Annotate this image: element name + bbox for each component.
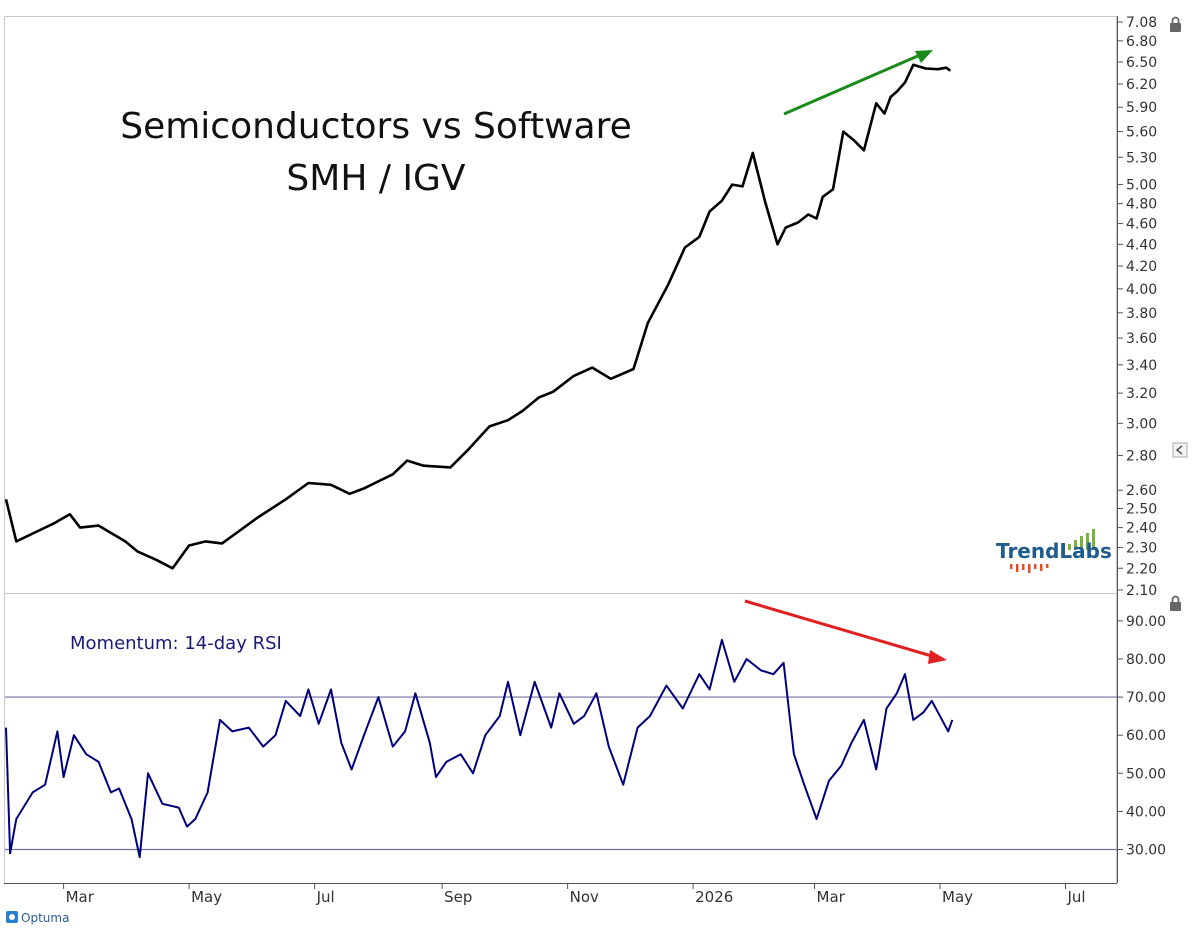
price-tick-label: 4.40 (1126, 237, 1157, 253)
price-tick-label: 5.90 (1126, 100, 1157, 116)
price-tick-label: 4.60 (1126, 217, 1157, 233)
downtrend-arrow (744, 599, 947, 664)
price-tick-label: 5.60 (1126, 125, 1157, 141)
price-tick-label: 3.40 (1126, 358, 1157, 374)
price-tick-label: 2.50 (1126, 502, 1157, 518)
price-tick-label: 3.60 (1126, 331, 1157, 347)
rsi-axis-ticks: 90.00 80.00 70.00 60.00 50.00 40.00 30.00 (1117, 614, 1166, 859)
price-tick-label: 3.20 (1126, 386, 1157, 402)
uptrend-arrow (783, 50, 933, 116)
price-tick-label: 5.30 (1126, 150, 1157, 166)
rsi-tick-label: 90.00 (1126, 614, 1166, 630)
price-tick-label: 7.08 (1126, 15, 1157, 31)
date-tick-label: 2026 (695, 888, 733, 906)
date-tick-label: May (191, 888, 222, 906)
rsi-tick-label: 40.00 (1126, 804, 1166, 820)
date-tick-label: Nov (570, 888, 599, 906)
rsi-tick-label: 30.00 (1126, 843, 1166, 859)
series-group (4, 63, 954, 859)
price-tick-label: 3.00 (1126, 416, 1157, 432)
chart-title: Semiconductors vs Software (120, 106, 632, 147)
lock-icon[interactable] (1170, 16, 1181, 33)
date-tick-label: Sep (444, 888, 472, 906)
date-tick-label: Mar (66, 888, 95, 906)
price-tick-label: 5.00 (1126, 178, 1157, 194)
date-axis-ticks: Mar May Jul Sep Nov 2026 Mar May Jul (63, 883, 1086, 906)
price-tick-label: 4.00 (1126, 282, 1157, 298)
rsi-tick-label: 50.00 (1126, 766, 1166, 782)
rsi-tick-label: 80.00 (1126, 652, 1166, 668)
price-tick-label: 2.20 (1126, 561, 1157, 577)
price-tick-label: 2.10 (1126, 583, 1157, 599)
rsi-tick-label: 60.00 (1126, 728, 1166, 744)
price-tick-label: 4.80 (1126, 197, 1157, 213)
trendlabs-logo: TrendLabs (996, 529, 1112, 573)
date-tick-label: May (942, 888, 973, 906)
rsi-reference-lines (5, 696, 1117, 851)
date-tick-label: Jul (316, 888, 335, 906)
rsi-series-line (5, 638, 954, 859)
lock-icon[interactable] (1170, 595, 1181, 612)
date-tick-label: Jul (1066, 888, 1085, 906)
price-series-line (4, 63, 952, 570)
price-tick-label: 6.80 (1126, 34, 1157, 50)
rsi-panel-label: Momentum: 14-day RSI (70, 633, 282, 654)
price-tick-label: 2.60 (1126, 483, 1157, 499)
trendlabs-logo-text: TrendLabs (996, 539, 1112, 563)
price-tick-label: 6.50 (1126, 55, 1157, 71)
optuma-logo-icon (6, 911, 18, 923)
rsi-tick-label: 70.00 (1126, 690, 1166, 706)
price-panel-frame (4, 16, 1117, 594)
collapse-icon[interactable] (1172, 442, 1188, 458)
price-tick-label: 6.20 (1126, 77, 1157, 93)
price-tick-label: 2.80 (1126, 449, 1157, 465)
date-tick-label: Mar (817, 888, 846, 906)
price-tick-label: 2.40 (1126, 521, 1157, 537)
price-axis-ticks: 7.08 6.80 6.50 6.20 5.90 5.60 5.30 5.00 4.80 4.60… (1117, 15, 1157, 599)
chart-subtitle: SMH / IGV (286, 158, 466, 199)
price-tick-label: 3.80 (1126, 306, 1157, 322)
price-tick-label: 4.20 (1126, 259, 1157, 275)
price-tick-label: 2.30 (1126, 540, 1157, 556)
optuma-footer-text: Optuma (21, 911, 69, 925)
